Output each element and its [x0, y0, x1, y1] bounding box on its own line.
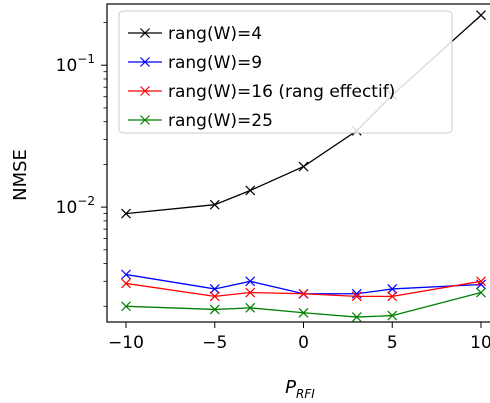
- legend-label: rang(W)=4: [168, 24, 262, 44]
- data-point-marker: [476, 276, 486, 287]
- data-point-marker: [209, 304, 220, 315]
- data-point-marker: [476, 10, 486, 21]
- data-point-marker: [298, 307, 309, 318]
- legend-swatch-marker: [140, 28, 150, 38]
- data-point-marker: [387, 284, 398, 294]
- data-point-marker: [298, 288, 309, 299]
- y-tick-label-base: 10: [56, 198, 78, 218]
- x-axis-label-subscript: RFI: [296, 387, 315, 401]
- x-tick-label: 0: [298, 333, 309, 353]
- legend-entry: rang(W)=25: [128, 111, 273, 131]
- y-tick-label-base: 10: [56, 56, 78, 76]
- series-3: [121, 287, 486, 322]
- data-point-marker: [351, 291, 362, 302]
- data-point-marker: [298, 161, 309, 172]
- legend: rang(W)=4 rang(W)=9 rang(W)=16 (rang effec…: [118, 10, 453, 134]
- data-point-marker: [121, 208, 131, 219]
- data-point-marker: [209, 199, 220, 210]
- data-point-marker: [351, 312, 362, 322]
- data-point-marker: [245, 185, 256, 196]
- x-tick-label: 5: [387, 333, 398, 353]
- legend-entry: rang(W)=9: [128, 53, 262, 73]
- legend-box: [118, 10, 453, 134]
- y-tick-label: 10−2: [56, 194, 95, 218]
- x-axis-label-main: P: [285, 377, 296, 398]
- legend-entry: rang(W)=16 (rang effectif): [128, 82, 395, 102]
- x-tick-label: 10: [470, 333, 490, 353]
- series-2: [121, 276, 486, 302]
- legend-swatch-marker: [140, 57, 150, 67]
- x-axis-ticks: −10 −5 0 5 10: [108, 322, 490, 353]
- legend-entry: rang(W)=4: [128, 24, 262, 44]
- legend-swatch-marker: [140, 115, 150, 125]
- data-point-marker: [121, 278, 131, 289]
- legend-label: rang(W)=9: [168, 53, 262, 73]
- legend-label: rang(W)=25: [168, 111, 273, 131]
- x-axis-label: PRFI: [285, 377, 315, 401]
- data-point-marker: [121, 269, 131, 280]
- y-axis-label: NMSE: [10, 149, 31, 201]
- data-point-marker: [476, 287, 486, 298]
- y-axis-ticks: 10−210−1: [56, 22, 107, 307]
- data-point-marker: [245, 302, 256, 313]
- legend-label: rang(W)=16 (rang effectif): [168, 82, 395, 102]
- legend-swatch-marker: [140, 86, 150, 96]
- y-tick-label-exponent: −1: [77, 52, 95, 66]
- data-point-marker: [209, 284, 220, 294]
- data-point-marker: [209, 291, 220, 302]
- data-point-marker: [121, 301, 131, 312]
- y-tick-label-exponent: −2: [77, 194, 95, 208]
- x-tick-label: −10: [108, 333, 144, 353]
- y-tick-label: 10−1: [56, 52, 95, 76]
- data-point-marker: [245, 287, 256, 298]
- x-tick-label: −5: [202, 333, 227, 353]
- data-point-marker: [387, 291, 398, 302]
- data-point-marker: [387, 310, 398, 321]
- data-point-marker: [245, 276, 256, 287]
